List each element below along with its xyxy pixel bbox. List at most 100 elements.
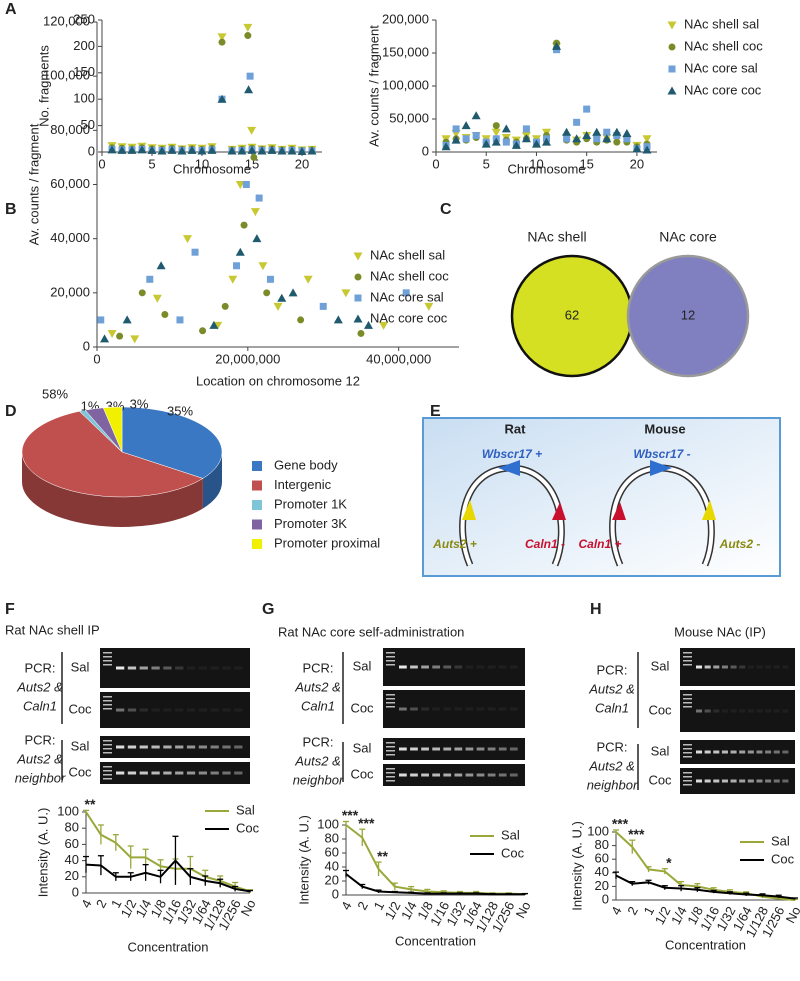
gel-band <box>175 745 184 749</box>
y-tick-label: 40 <box>325 858 339 873</box>
gel-ladder <box>103 652 112 654</box>
diagram-title: Rat <box>505 421 527 436</box>
diagram-title: Mouse <box>644 421 685 436</box>
gel-ladder <box>386 652 395 654</box>
point <box>402 289 410 297</box>
y-tick-label: 40 <box>65 852 79 867</box>
gel-ladder <box>386 698 395 700</box>
point <box>424 302 434 311</box>
gel-ladder <box>103 656 112 658</box>
gel-band <box>509 747 518 751</box>
gel-row-label: Auts2 & <box>588 758 635 773</box>
legend-marker <box>353 252 363 261</box>
x-axis-label: Location on chromosome 12 <box>196 373 360 388</box>
gel-band <box>773 665 780 669</box>
point <box>156 261 166 270</box>
gel-band <box>198 708 207 712</box>
point <box>642 145 652 154</box>
x-axis-label: Chromosome <box>173 161 251 176</box>
gel-band <box>151 771 160 775</box>
significance: *** <box>612 816 629 832</box>
gel-band <box>198 666 207 670</box>
x-axis-label: Concentration <box>128 939 209 954</box>
gel-band <box>210 745 219 749</box>
y-tick-label: 80,000 <box>50 122 90 137</box>
legend-label: Sal <box>771 833 790 848</box>
gel-image <box>100 692 250 728</box>
point <box>167 145 177 154</box>
point <box>303 275 313 284</box>
legend-label: Promoter 3K <box>274 516 347 531</box>
venn-set-label: NAc shell <box>527 229 586 245</box>
gel-band <box>696 665 703 669</box>
gel-band <box>432 747 441 751</box>
gel-lane-label: Sal <box>651 658 670 673</box>
y-tick-label: 100 <box>587 823 609 838</box>
gel-band <box>421 707 429 711</box>
x-tick-label: 1/4 <box>398 899 420 922</box>
gel-band <box>186 771 196 775</box>
pie-label: 58% <box>42 386 68 401</box>
point <box>267 145 277 154</box>
gel-lane-label: Sal <box>71 738 90 753</box>
point <box>138 289 146 297</box>
point <box>187 145 197 154</box>
gel-ladder <box>103 744 112 746</box>
legend-swatch <box>252 480 262 491</box>
panel-label: F <box>5 601 15 618</box>
gel-band <box>730 665 737 669</box>
gel-ladder <box>386 754 395 756</box>
gel-ladder <box>103 704 112 706</box>
gel-band <box>222 745 231 749</box>
gel-band <box>234 745 243 749</box>
gel-ladder <box>386 694 395 696</box>
legend-label: Sal <box>236 802 255 817</box>
gel-ladder <box>683 698 692 700</box>
diagram: Rat Mouse Wbscr17 + Auts2 + Caln1 - Wbsc… <box>422 417 781 577</box>
gel-band <box>139 708 148 712</box>
gel-band <box>704 709 711 713</box>
gel-band <box>721 779 728 783</box>
point <box>582 131 592 139</box>
gel-ladder <box>386 660 395 662</box>
point <box>572 134 582 143</box>
y-axis-label: Av. counts / fragment <box>366 25 381 147</box>
gel-band <box>713 750 720 754</box>
venn-set-label: NAc core <box>659 229 717 245</box>
point <box>176 316 184 324</box>
point <box>146 275 154 283</box>
point <box>288 288 298 297</box>
gel-band <box>222 708 231 712</box>
point <box>246 72 254 80</box>
point <box>199 327 207 335</box>
y-tick-label: 40 <box>595 864 609 879</box>
pie-slice <box>102 406 123 453</box>
y-tick-label: 80 <box>595 837 609 852</box>
gel-band <box>454 707 463 711</box>
gel-band <box>175 708 184 712</box>
gel-band <box>765 665 772 669</box>
gel-band <box>210 666 219 670</box>
gel-band <box>210 771 219 775</box>
point <box>247 145 257 154</box>
gel-ladder <box>683 744 692 746</box>
point <box>542 137 551 146</box>
point <box>97 316 105 324</box>
point <box>191 248 199 256</box>
gel-band <box>756 779 763 783</box>
series-line <box>615 831 796 901</box>
venn-count: 62 <box>565 307 579 322</box>
gel-band <box>127 745 137 749</box>
pie-slice <box>121 406 223 479</box>
gel-row-label: PCR: <box>24 732 55 747</box>
gel-ladder <box>386 772 395 774</box>
gel-ladder <box>683 706 692 708</box>
x-tick-label: No <box>783 904 800 926</box>
gel-band <box>713 665 720 669</box>
gel-ladder <box>683 702 692 704</box>
gel-row-label: PCR: <box>596 739 627 754</box>
panel-label: H <box>590 601 602 618</box>
y-tick-label: 0 <box>422 143 429 158</box>
gel-row-label: Auts2 & <box>588 681 635 696</box>
gel-band <box>696 779 703 783</box>
